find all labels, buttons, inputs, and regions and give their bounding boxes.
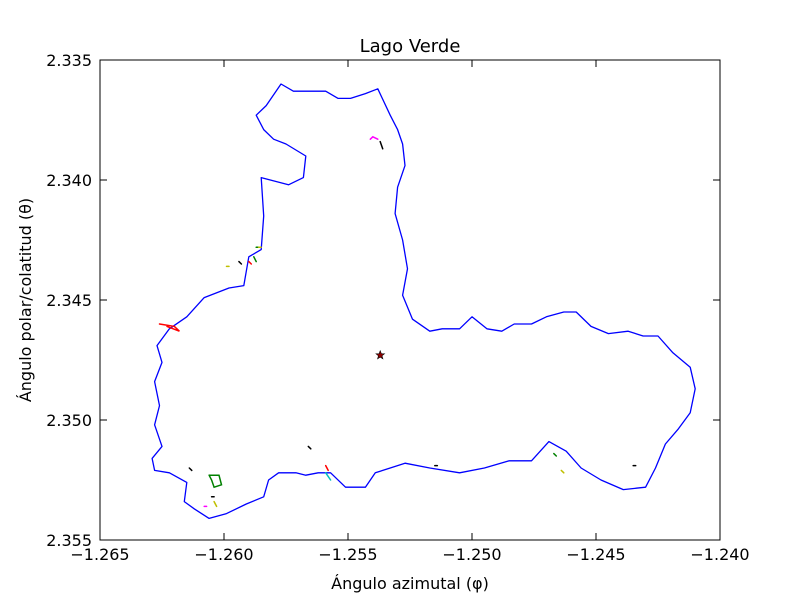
- feature-line-13: [307, 445, 312, 450]
- x-tick-label: −1.250: [442, 545, 501, 564]
- x-tick-label: −1.245: [566, 545, 625, 564]
- chart-title: Lago Verde: [360, 36, 461, 57]
- x-tick-label: −1.255: [318, 545, 377, 564]
- feature-line-11: [248, 260, 253, 265]
- feature-line-16: [560, 469, 565, 474]
- x-axis-label: Ángulo azimutal (φ): [331, 574, 489, 593]
- feature-line-10: [253, 256, 257, 263]
- y-tick-label: 2.345: [46, 291, 92, 310]
- plot-area: [151, 83, 696, 520]
- feature-line-15: [553, 452, 558, 457]
- star-marker: [375, 349, 386, 360]
- y-tick-label: 2.355: [46, 531, 92, 550]
- feature-line-12: [238, 260, 243, 265]
- feature-line-1: [158, 323, 180, 332]
- feature-line-4: [208, 474, 223, 489]
- feature-line-2: [369, 135, 379, 140]
- feature-line-5: [324, 472, 332, 481]
- y-tick-label: 2.335: [46, 51, 92, 70]
- lake-outline-line: [151, 83, 696, 520]
- feature-line-7: [213, 500, 218, 508]
- y-tick-label: 2.350: [46, 411, 92, 430]
- feature-line-14: [188, 467, 193, 472]
- feature-line-3: [379, 140, 384, 150]
- x-tick-label: −1.240: [690, 545, 749, 564]
- y-axis-label: Ángulo polar/colatitud (θ): [16, 198, 35, 402]
- feature-line-6: [324, 464, 329, 472]
- y-tick-label: 2.340: [46, 171, 92, 190]
- x-tick-label: −1.260: [194, 545, 253, 564]
- axes-frame: [99, 59, 721, 541]
- axis-ticks: −1.265 −1.260 −1.255 −1.250 −1.245 −1.240 2.33…: [46, 51, 749, 564]
- x-tick-label: −1.265: [70, 545, 129, 564]
